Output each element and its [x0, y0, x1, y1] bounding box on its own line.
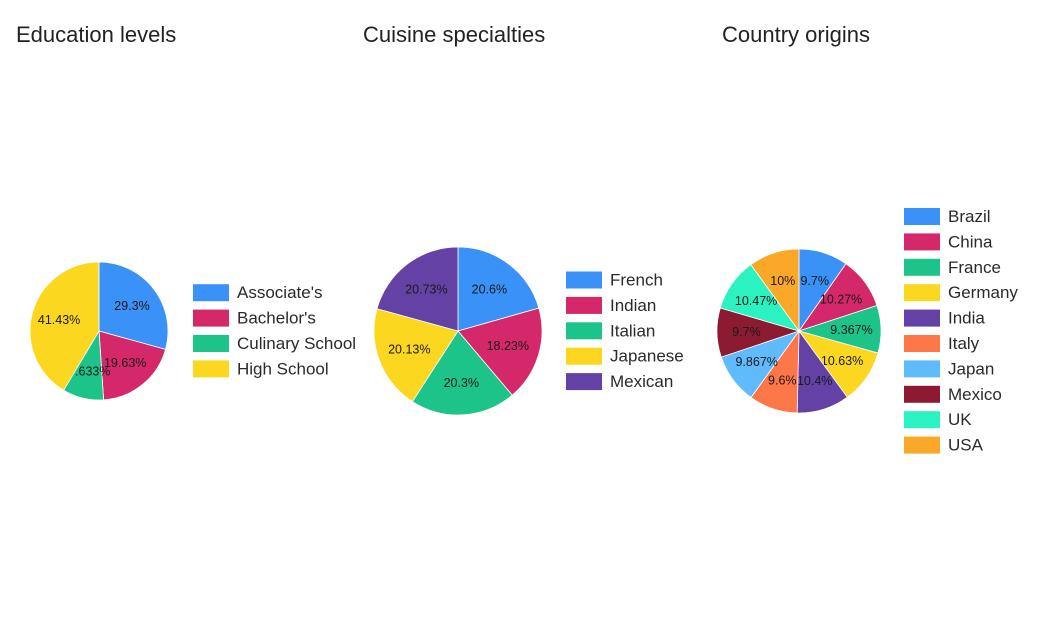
legend-label: UK	[948, 410, 972, 429]
slice-label-indian: 18.23%	[487, 339, 529, 353]
legend-label: Bachelor's	[237, 309, 316, 328]
slice-label-usa: 10%	[770, 274, 795, 288]
pie-chart-2: Cuisine specialties 20.6% 18.23% 20.3% 20.13…	[363, 22, 684, 416]
pie-slice-mexican[interactable]	[376, 246, 459, 332]
slice-label-french: 20.6%	[472, 283, 507, 297]
legend-swatch	[904, 284, 940, 302]
legend-label: India	[948, 309, 985, 328]
legend-swatch	[904, 436, 940, 454]
legend-swatch	[904, 411, 940, 429]
pie-slice-italian[interactable]	[411, 330, 513, 416]
legend-item-italian[interactable]: Italian	[566, 321, 655, 340]
legend-label: USA	[948, 436, 984, 455]
legend-label: Italy	[948, 334, 980, 353]
legend: Associate's Bachelor's Culinary School High…	[193, 283, 356, 378]
legend-item-indian[interactable]: Indian	[566, 296, 656, 315]
legend-swatch	[904, 309, 940, 327]
pie-slice-high-school[interactable]	[29, 261, 100, 391]
pie-slice-indian[interactable]	[457, 307, 543, 396]
slice-label-japan: 9.867%	[735, 355, 777, 369]
slice-label-italy: 9.6%	[768, 374, 797, 388]
legend-swatch	[904, 335, 940, 352]
slice-label-japanese: 20.13%	[388, 343, 430, 357]
legend-swatch	[566, 347, 602, 365]
legend-item-high-school[interactable]: High School	[193, 359, 329, 378]
legend-label: Indian	[610, 296, 656, 315]
chart-title: Education levels	[16, 22, 176, 47]
legend-item-china[interactable]: China	[904, 232, 993, 251]
legend-swatch	[193, 284, 229, 302]
legend-item-bachelor-s[interactable]: Bachelor's	[193, 309, 316, 328]
legend-item-japan[interactable]: Japan	[904, 359, 994, 378]
slice-label-bachelor-s: 19.63%	[104, 356, 146, 370]
legend: Brazil China France Germany India Italy Japan M…	[904, 207, 1018, 455]
slice-label-germany: 10.63%	[821, 354, 863, 368]
slice-label-mexico: 9.7%	[732, 325, 761, 339]
legend-item-mexico[interactable]: Mexico	[904, 385, 1002, 404]
slice-label-china: 10.27%	[820, 293, 862, 307]
legend-item-mexican[interactable]: Mexican	[566, 372, 673, 391]
slice-label-brazil: 9.7%	[800, 274, 829, 288]
legend-label: Mexican	[610, 372, 673, 391]
legend-swatch	[566, 373, 602, 391]
pie-slice-japanese[interactable]	[373, 308, 459, 403]
legend-label: China	[948, 232, 993, 251]
legend-swatch	[904, 208, 940, 225]
pie-slice-french[interactable]	[457, 246, 540, 332]
pie-chart-1: Education levels 29.3% 19.63%9.633% 41.43% A…	[16, 22, 356, 401]
legend: French Indian Italian Japanese Mexican	[566, 271, 684, 391]
slice-label-france: 9.367%	[830, 323, 872, 337]
legend-swatch	[566, 322, 602, 340]
legend-item-germany[interactable]: Germany	[904, 283, 1018, 302]
slice-label-mexican: 20.73%	[405, 283, 447, 297]
legend-label: Japan	[948, 359, 994, 378]
legend-label: Associate's	[237, 283, 322, 302]
slice-label-culinary-school: 9.633%	[68, 364, 110, 378]
legend-label: High School	[237, 359, 329, 378]
legend-label: French	[610, 271, 663, 290]
legend-item-france[interactable]: France	[904, 258, 1001, 277]
slice-label-italian: 20.3%	[444, 376, 479, 390]
chart-title: Country origins	[722, 22, 870, 47]
slice-label-associate-s: 29.3%	[114, 299, 149, 313]
legend-label: Culinary School	[237, 334, 356, 353]
legend-label: Italian	[610, 321, 655, 340]
legend-item-usa[interactable]: USA	[904, 436, 984, 455]
slice-label-india: 10.4%	[797, 374, 832, 388]
pie-chart-3: Country origins 9.7% 10.27% 9.367% 10.63% 10.…	[716, 22, 1018, 455]
legend-swatch	[904, 233, 940, 251]
legend-item-uk[interactable]: UK	[904, 410, 972, 429]
legend-item-associate-s[interactable]: Associate's	[193, 283, 322, 302]
slice-label-high-school: 41.43%	[38, 313, 80, 327]
legend-item-culinary-school[interactable]: Culinary School	[193, 334, 356, 353]
pie-slice-bachelor-s[interactable]	[98, 330, 166, 401]
legend-swatch	[193, 360, 229, 378]
legend-swatch	[904, 360, 940, 378]
legend-label: Mexico	[948, 385, 1002, 404]
legend-item-french[interactable]: French	[566, 271, 663, 290]
legend-item-italy[interactable]: Italy	[904, 334, 980, 353]
legend-item-india[interactable]: India	[904, 309, 985, 328]
legend-swatch	[193, 335, 229, 352]
legend-swatch	[566, 296, 602, 314]
legend-swatch	[193, 309, 229, 327]
legend-label: Brazil	[948, 207, 991, 226]
legend-item-brazil[interactable]: Brazil	[904, 207, 991, 226]
pie-slice-associate-s[interactable]	[98, 261, 169, 350]
chart-title: Cuisine specialties	[363, 22, 545, 47]
legend-swatch	[566, 271, 602, 289]
legend-swatch	[904, 258, 940, 276]
slice-label-uk: 10.47%	[735, 294, 777, 308]
legend-label: Japanese	[610, 347, 684, 366]
legend-swatch	[904, 385, 940, 403]
legend-item-japanese[interactable]: Japanese	[566, 347, 684, 366]
legend-label: Germany	[948, 283, 1018, 302]
pie-slice-usa[interactable]	[750, 248, 800, 333]
legend-label: France	[948, 258, 1001, 277]
